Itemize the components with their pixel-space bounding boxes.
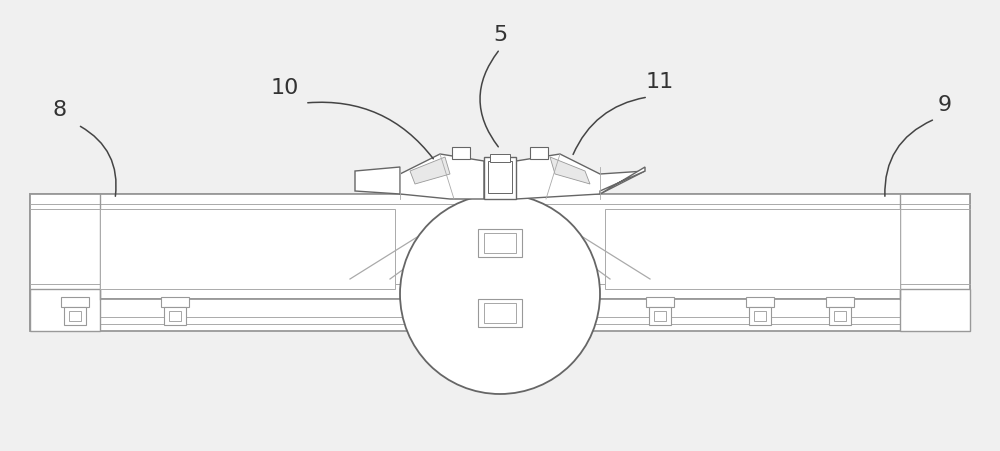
Bar <box>30 194 970 329</box>
Bar <box>488 161 512 193</box>
Polygon shape <box>400 155 484 199</box>
Bar <box>484 234 516 253</box>
Bar <box>478 230 522 258</box>
Bar <box>829 307 851 325</box>
Bar <box>478 299 522 327</box>
Bar <box>169 311 181 321</box>
Circle shape <box>400 194 600 394</box>
Polygon shape <box>550 158 590 184</box>
Bar <box>746 297 774 307</box>
Bar <box>826 297 854 307</box>
Text: 8: 8 <box>53 100 67 120</box>
Bar <box>649 307 671 325</box>
Text: 10: 10 <box>271 78 299 98</box>
Bar <box>30 194 970 299</box>
Bar <box>484 158 516 199</box>
Text: 11: 11 <box>646 72 674 92</box>
Bar <box>30 290 100 331</box>
Polygon shape <box>355 168 400 194</box>
Bar <box>164 307 186 325</box>
Polygon shape <box>410 158 450 184</box>
Bar <box>900 290 970 331</box>
Bar <box>484 304 516 323</box>
Bar <box>100 210 395 290</box>
Text: 5: 5 <box>493 25 507 45</box>
Bar <box>749 307 771 325</box>
Bar <box>834 311 846 321</box>
Bar <box>754 311 766 321</box>
Bar <box>161 297 189 307</box>
Polygon shape <box>516 155 645 199</box>
Text: 9: 9 <box>938 95 952 115</box>
Bar <box>605 210 900 290</box>
Polygon shape <box>600 168 645 194</box>
Bar <box>69 311 81 321</box>
Bar <box>64 307 86 325</box>
Bar <box>654 311 666 321</box>
Bar <box>452 147 470 160</box>
Bar <box>490 155 510 163</box>
Bar <box>646 297 674 307</box>
Bar <box>61 297 89 307</box>
Bar <box>530 147 548 160</box>
Bar <box>30 299 970 331</box>
